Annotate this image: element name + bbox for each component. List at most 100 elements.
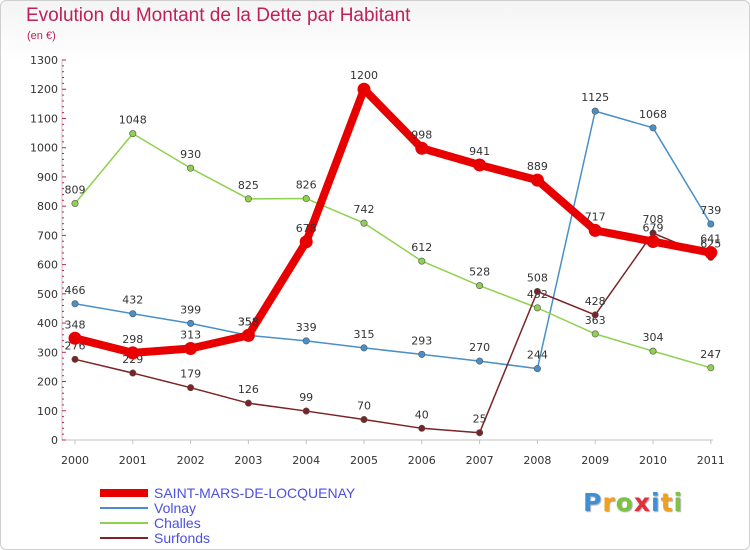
data-point-surfonds: [418, 424, 426, 432]
data-point-volnay: [418, 350, 426, 358]
data-label-saint-mars-de-locquenay: 358: [238, 315, 259, 328]
data-label-saint-mars-de-locquenay: 348: [65, 318, 86, 331]
x-tick-label: 2010: [639, 454, 667, 467]
data-label-surfonds: 179: [180, 368, 201, 381]
data-point-volnay: [707, 220, 715, 228]
data-label-volnay: 315: [354, 328, 375, 341]
series-line-surfonds: [74, 232, 712, 434]
x-tick-label: 2004: [292, 454, 320, 467]
logo-letter: i: [651, 488, 661, 517]
data-point-saint-mars-de-locquenay: [530, 173, 544, 187]
data-label-surfonds: 25: [473, 413, 487, 426]
data-point-challes: [418, 257, 426, 265]
data-label-challes: 363: [585, 314, 606, 327]
y-tick-label: 1000: [30, 142, 58, 155]
data-point-challes: [244, 195, 252, 203]
data-point-challes: [707, 364, 715, 372]
data-point-challes: [360, 219, 368, 227]
y-tick-label: 100: [37, 405, 58, 418]
legend-label-surfonds: Surfonds: [154, 530, 210, 546]
x-tick-label: 2007: [466, 454, 494, 467]
legend-label-saint-mars-de-locquenay: SAINT-MARS-DE-LOCQUENAY: [154, 485, 356, 501]
data-point-volnay: [360, 344, 368, 352]
data-point-saint-mars-de-locquenay: [126, 346, 140, 360]
series-line-saint-mars-de-locquenay: [71, 85, 715, 357]
data-point-surfonds: [476, 429, 484, 437]
x-tick-label: 2002: [177, 454, 205, 467]
data-label-challes: 825: [238, 179, 259, 192]
y-tick-label: 200: [37, 376, 58, 389]
data-label-surfonds: 508: [527, 272, 548, 285]
legend-label-volnay: Volnay: [154, 500, 196, 516]
data-label-volnay: 466: [65, 284, 86, 297]
data-label-challes: 528: [469, 266, 490, 279]
data-label-surfonds: 70: [357, 400, 371, 413]
data-point-surfonds: [360, 416, 368, 424]
y-tick-label: 600: [37, 259, 58, 272]
data-point-surfonds: [187, 384, 195, 392]
data-label-saint-mars-de-locquenay: 889: [527, 160, 548, 173]
data-point-challes: [302, 195, 310, 203]
data-point-volnay: [302, 337, 310, 345]
data-point-challes: [533, 304, 541, 312]
y-tick-label: 900: [37, 171, 58, 184]
y-tick-label: 1300: [30, 54, 58, 67]
data-label-challes: 612: [411, 241, 432, 254]
data-point-volnay: [591, 107, 599, 115]
data-point-challes: [71, 200, 79, 208]
data-label-volnay: 739: [700, 204, 721, 217]
data-point-challes: [129, 130, 137, 138]
data-label-surfonds: 428: [585, 295, 606, 308]
y-tick-label: 1100: [30, 112, 58, 125]
data-point-volnay: [533, 365, 541, 373]
y-tick-label: 1200: [30, 83, 58, 96]
data-point-saint-mars-de-locquenay: [184, 342, 198, 356]
y-tick-label: 0: [51, 434, 58, 447]
data-point-challes: [187, 164, 195, 172]
data-point-saint-mars-de-locquenay: [299, 235, 313, 249]
data-label-volnay: 1125: [581, 91, 609, 104]
data-point-saint-mars-de-locquenay: [588, 223, 602, 237]
data-label-surfonds: 708: [643, 213, 664, 226]
data-point-volnay: [129, 310, 137, 318]
data-point-surfonds: [244, 399, 252, 407]
logo-letter: P: [583, 488, 603, 517]
x-tick-label: 2008: [523, 454, 551, 467]
data-point-challes: [649, 347, 657, 355]
proxiti-logo: Proxiti: [583, 488, 683, 517]
y-tick-label: 700: [37, 229, 58, 242]
data-label-surfonds: 40: [415, 408, 429, 421]
data-label-challes: 742: [354, 203, 375, 216]
data-point-volnay: [649, 124, 657, 132]
legend-label-challes: Challes: [154, 515, 201, 531]
data-label-surfonds: 99: [299, 391, 313, 404]
data-point-surfonds: [71, 355, 79, 363]
y-tick-label: 800: [37, 200, 58, 213]
logo-letter: o: [615, 488, 634, 517]
x-tick-label: 2006: [408, 454, 436, 467]
chart-title: Evolution du Montant de la Dette par Hab…: [26, 5, 411, 26]
data-label-saint-mars-de-locquenay: 717: [585, 210, 606, 223]
data-label-challes: 247: [700, 348, 721, 361]
data-point-surfonds: [129, 369, 137, 377]
data-label-saint-mars-de-locquenay: 678: [296, 222, 317, 235]
x-tick-label: 2011: [697, 454, 725, 467]
chart-subtitle: (en €): [27, 30, 56, 42]
y-tick-label: 400: [37, 317, 58, 330]
data-point-volnay: [187, 319, 195, 327]
x-tick-label: 2001: [119, 454, 147, 467]
x-tick-label: 2009: [581, 454, 609, 467]
data-label-saint-mars-de-locquenay: 641: [700, 233, 721, 246]
data-point-saint-mars-de-locquenay: [704, 246, 718, 260]
data-point-challes: [591, 330, 599, 338]
data-point-saint-mars-de-locquenay: [646, 235, 660, 249]
data-point-volnay: [476, 357, 484, 365]
data-label-volnay: 339: [296, 321, 317, 334]
data-point-saint-mars-de-locquenay: [241, 328, 255, 342]
data-label-volnay: 432: [122, 294, 143, 307]
data-label-challes: 930: [180, 148, 201, 161]
logo-letter: x: [633, 488, 651, 517]
logo-letter: r: [602, 488, 616, 517]
